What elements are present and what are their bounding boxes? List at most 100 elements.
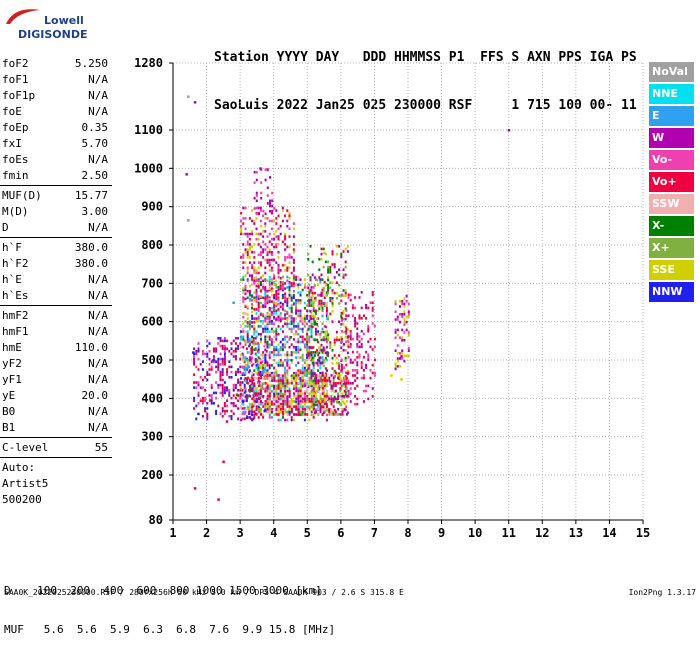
echo-point: [259, 357, 262, 361]
echo-point: [371, 309, 374, 312]
echo-point: [201, 399, 204, 402]
echo-point: [292, 371, 295, 375]
echo-point: [244, 305, 247, 309]
echo-point: [332, 374, 335, 377]
echo-point: [228, 360, 231, 363]
echo-point: [334, 384, 337, 388]
echo-point: [288, 338, 291, 341]
echo-point: [301, 327, 304, 331]
echo-point: [312, 306, 315, 310]
echo-point: [251, 335, 254, 339]
echo-point: [284, 235, 287, 238]
echo-point: [323, 402, 326, 406]
echo-point: [311, 356, 314, 360]
echo-point: [277, 379, 280, 382]
echo-point: [277, 364, 280, 367]
echo-point: [281, 263, 284, 267]
echo-point: [273, 351, 276, 354]
echo-point: [275, 243, 278, 246]
echo-point: [241, 373, 244, 376]
echo-point: [354, 358, 357, 362]
echo-point: [351, 374, 354, 377]
echo-point: [326, 407, 329, 411]
echo-point: [228, 415, 231, 418]
echo-point: [259, 361, 262, 365]
echo-point: [304, 405, 307, 408]
echo-point: [312, 351, 315, 354]
echo-point: [373, 374, 376, 377]
echo-point: [226, 339, 229, 343]
echo-point: [266, 384, 269, 388]
echo-point: [275, 230, 278, 233]
echo-point: [264, 381, 267, 385]
echo-point: [251, 310, 254, 314]
echo-point: [251, 325, 254, 328]
echo-point: [264, 222, 267, 225]
echo-point: [270, 390, 273, 393]
echo-point: [337, 381, 340, 385]
echo-point: [244, 261, 247, 264]
echo-point: [277, 243, 280, 246]
echo-point: [262, 287, 265, 290]
echo-point: [259, 374, 262, 378]
echo-point: [301, 358, 304, 362]
echo-point: [321, 314, 324, 318]
echo-point: [269, 209, 271, 213]
echo-point: [259, 232, 262, 236]
echo-point: [208, 350, 211, 353]
echo-point: [286, 364, 289, 367]
echo-point: [317, 340, 320, 344]
echo-point: [295, 400, 298, 404]
echo-point: [312, 366, 315, 370]
echo-point: [342, 330, 345, 334]
echo-point: [253, 390, 256, 393]
echo-point: [332, 397, 335, 401]
echo-point: [310, 400, 313, 403]
echo-point: [281, 348, 284, 352]
echo-point: [292, 279, 295, 283]
echo-point: [270, 266, 273, 270]
echo-point: [292, 258, 295, 262]
echo-point: [197, 394, 200, 397]
echo-point: [326, 392, 329, 395]
echo-point: [253, 325, 256, 328]
echo-point: [299, 402, 302, 406]
echo-point: [344, 359, 347, 362]
echo-point: [253, 256, 256, 259]
echo-point: [331, 263, 334, 266]
echo-point: [223, 350, 226, 353]
echo-point: [356, 356, 359, 359]
echo-point: [337, 376, 340, 380]
echo-point: [226, 373, 229, 376]
echo-point: [310, 369, 313, 372]
echo-point: [277, 271, 280, 275]
echo-point: [292, 296, 295, 300]
echo-point: [330, 397, 333, 401]
echo-point: [337, 394, 340, 398]
echo-point: [347, 392, 350, 395]
echo-point: [338, 372, 341, 375]
echo-point: [286, 269, 289, 272]
echo-point: [253, 266, 256, 270]
echo-point: [266, 392, 269, 395]
echo-point: [307, 367, 310, 370]
echo-point: [248, 361, 251, 365]
echo-point: [221, 339, 224, 343]
echo-point: [242, 356, 245, 359]
echo-point: [308, 314, 311, 318]
echo-point: [362, 374, 365, 377]
echo-point: [240, 335, 243, 339]
echo-point: [232, 404, 235, 408]
echo-point: [301, 319, 304, 323]
echo-point: [286, 266, 289, 270]
echo-point: [297, 351, 300, 354]
echo-point: [243, 391, 246, 395]
echo-point: [331, 252, 334, 256]
echo-point: [268, 261, 271, 264]
echo-point: [248, 358, 251, 362]
legend-entry: SSE: [649, 260, 694, 280]
echo-point: [248, 412, 251, 415]
echo-point: [369, 301, 372, 304]
echo-point: [317, 407, 320, 411]
echo-point: [301, 405, 304, 408]
